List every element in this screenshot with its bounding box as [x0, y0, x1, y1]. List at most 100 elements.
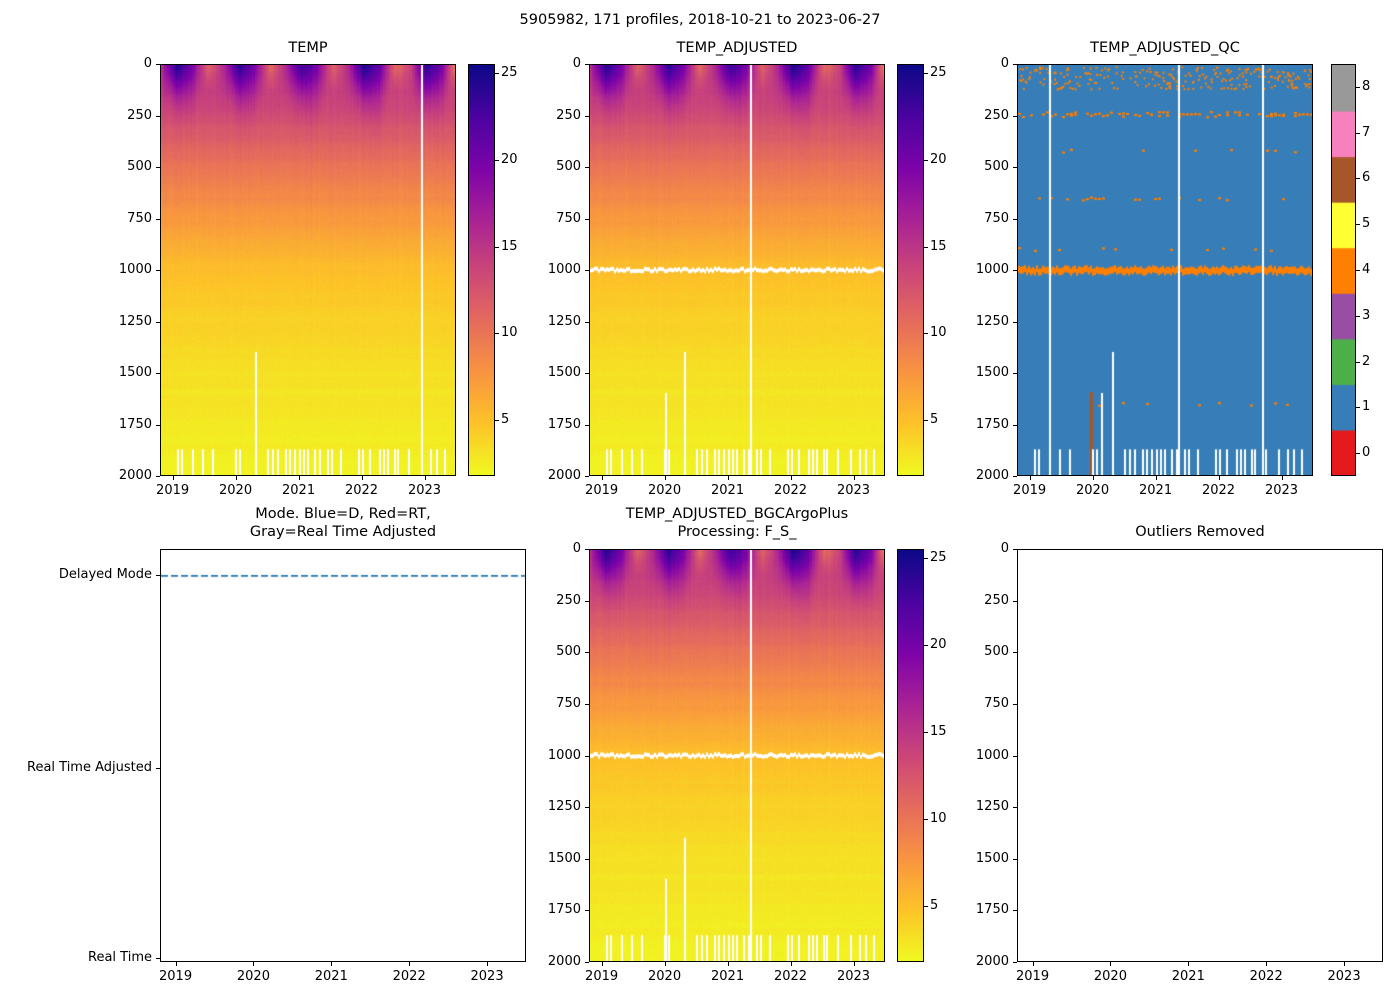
- y-tick-label: 1250: [547, 799, 581, 815]
- tick-mark: [156, 957, 160, 959]
- tick-mark: [664, 962, 666, 966]
- x-tick-label: 2019: [585, 969, 619, 984]
- tick-mark: [1029, 476, 1031, 480]
- colorbar-tick-label: 10: [930, 811, 947, 827]
- tick-mark: [156, 218, 160, 220]
- colorbar-tick-label: 5: [930, 898, 939, 914]
- tick-mark: [790, 962, 792, 966]
- y-tick-label: 0: [1000, 541, 1009, 556]
- subplot-temp-adjusted: [589, 64, 885, 476]
- y-tick-label: 750: [984, 210, 1009, 226]
- temp-heatmap: [161, 65, 455, 475]
- y-tick-label: 1500: [118, 365, 152, 380]
- panel-title-temp: TEMP: [288, 40, 328, 56]
- y-tick-label: 0: [143, 56, 152, 71]
- y-tick-label: 1250: [118, 313, 152, 329]
- temp-adjusted-heatmap: [590, 65, 884, 475]
- x-tick-label: 2022: [1249, 969, 1283, 984]
- tick-mark: [1013, 373, 1017, 374]
- tick-mark: [1013, 858, 1017, 860]
- tick-mark: [1013, 962, 1017, 963]
- tick-mark: [924, 644, 928, 646]
- tick-mark: [1013, 115, 1017, 117]
- y-tick-label: 1000: [975, 747, 1009, 763]
- tick-mark: [585, 807, 589, 809]
- tick-mark: [585, 652, 589, 654]
- tick-mark: [156, 424, 160, 426]
- tick-mark: [1032, 962, 1034, 966]
- tick-mark: [175, 962, 177, 966]
- x-tick-label: 2023: [1264, 483, 1299, 498]
- tick-mark: [495, 333, 499, 335]
- tick-mark: [156, 64, 160, 65]
- x-tick-label: 2019: [159, 969, 193, 984]
- tick-mark: [924, 159, 928, 161]
- colorbar-tick-label: 5: [501, 412, 510, 428]
- tick-mark: [487, 962, 489, 966]
- x-tick-label: 2021: [1171, 969, 1205, 984]
- x-tick-label: 2020: [648, 483, 682, 498]
- tick-mark: [1013, 476, 1017, 477]
- tick-mark: [790, 476, 792, 480]
- tick-mark: [1013, 600, 1017, 602]
- colorbar-tick-label: 1: [1362, 399, 1371, 415]
- tick-mark: [409, 962, 411, 966]
- tick-mark: [1013, 218, 1017, 220]
- x-tick-label: 2022: [344, 483, 379, 498]
- y-tick-label: 750: [984, 695, 1009, 711]
- tick-mark: [924, 557, 928, 559]
- tick-mark: [1013, 424, 1017, 426]
- panel-title-temp-adjusted-qc: TEMP_ADJUSTED_QC: [1090, 40, 1240, 56]
- tick-mark: [924, 731, 928, 733]
- x-tick-label: 2021: [711, 483, 745, 498]
- colorbar-temp-adjusted-gradient: [898, 65, 923, 475]
- tick-mark: [585, 755, 589, 757]
- x-tick-label: 2020: [1093, 969, 1127, 984]
- y-tick-label: 2000: [118, 468, 152, 483]
- y-tick-label: 500: [984, 644, 1009, 660]
- y-tick-label: 250: [556, 592, 581, 608]
- tick-mark: [1013, 703, 1017, 705]
- y-tick-label: 0: [572, 56, 581, 71]
- tick-mark: [585, 167, 589, 168]
- tick-mark: [585, 549, 589, 550]
- tick-mark: [585, 115, 589, 117]
- x-tick-label: 2022: [773, 483, 808, 498]
- y-tick-label: 1750: [547, 902, 581, 918]
- colorbar-tick-label: 15: [930, 238, 947, 254]
- tick-mark: [585, 910, 589, 912]
- tick-mark: [1356, 315, 1360, 317]
- tick-mark: [1356, 86, 1360, 88]
- y-tick-label: 250: [127, 107, 152, 123]
- colorbar-tick-label: 2: [1362, 353, 1371, 369]
- tick-mark: [1356, 361, 1360, 363]
- tick-mark: [585, 218, 589, 220]
- tick-mark: [156, 767, 160, 769]
- colorbar-qc: [1331, 64, 1356, 476]
- tick-mark: [585, 321, 589, 323]
- colorbar-temp-adjusted: [897, 64, 924, 476]
- tick-mark: [361, 476, 363, 480]
- tick-mark: [1013, 270, 1017, 271]
- tick-mark: [1356, 407, 1360, 409]
- panel-title-outliers: Outliers Removed: [1135, 524, 1265, 540]
- x-tick-label: 2019: [1016, 969, 1050, 984]
- y-tick-label: 750: [556, 210, 581, 226]
- tick-mark: [585, 476, 589, 477]
- x-tick-label: 2019: [156, 483, 190, 498]
- tick-mark: [924, 819, 928, 821]
- x-tick-label: 2022: [1201, 483, 1236, 498]
- tick-mark: [924, 72, 928, 74]
- tick-mark: [495, 72, 499, 74]
- panel-title-bgc-line2: Processing: F_S_: [677, 524, 797, 540]
- colorbar-tick-label: 20: [930, 636, 947, 652]
- panel-title-mode-line2: Gray=Real Time Adjusted: [249, 524, 437, 540]
- tick-mark: [1013, 167, 1017, 168]
- tick-mark: [331, 962, 333, 966]
- tick-mark: [924, 906, 928, 908]
- y-tick-label: 1000: [547, 747, 581, 763]
- y-tick-label: 500: [556, 159, 581, 174]
- tick-mark: [1013, 64, 1017, 65]
- tick-mark: [424, 476, 426, 480]
- y-tick-label: 1750: [547, 416, 581, 432]
